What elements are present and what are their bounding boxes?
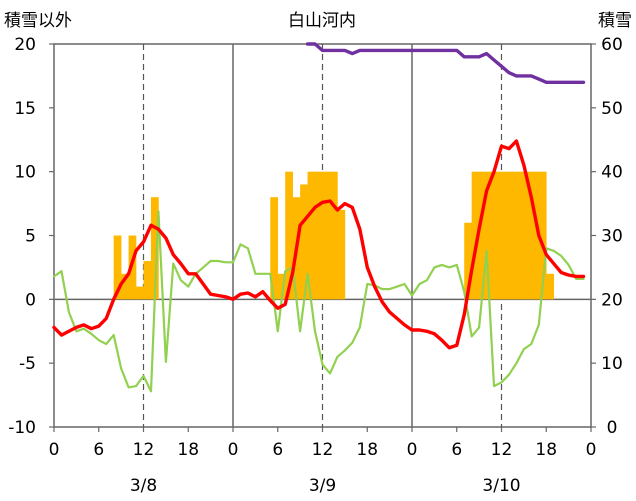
left-tick-label-5: -5 — [19, 354, 36, 374]
right-tick-label-1: 50 — [601, 99, 623, 119]
x-tick-label-5: 6 — [272, 440, 283, 460]
x-tick-label-7: 18 — [356, 440, 378, 460]
precip-bar-65 — [538, 171, 547, 300]
precip-bar-55 — [464, 222, 472, 300]
right-tick-label-4: 20 — [601, 290, 623, 310]
precip-bar-58 — [486, 171, 495, 300]
left-tick-label-2: 10 — [14, 163, 36, 183]
precip-bar-11 — [136, 286, 144, 300]
x-tick-labels: 0 6 12 18 0 6 12 18 0 6 12 18 0 — [49, 440, 597, 460]
precip-bar-35 — [315, 171, 323, 300]
x-tick-label-3: 18 — [177, 440, 199, 460]
series-lines — [52, 42, 586, 393]
precip-bar-63 — [523, 171, 532, 300]
right-tick-labels: 60 50 40 30 20 10 0 — [601, 35, 623, 438]
precip-bar-66 — [546, 273, 555, 300]
x-tick-label-9: 6 — [451, 440, 462, 460]
right-tick-label-5: 10 — [601, 354, 623, 374]
chart-title: 白山河内 — [288, 11, 356, 31]
precip-bar-8 — [113, 235, 122, 300]
precip-bar-13 — [150, 197, 159, 300]
x-tick-label-8: 0 — [407, 440, 418, 460]
precip-bar-34 — [307, 171, 316, 300]
temperature-line — [52, 139, 586, 350]
snow_depth-line — [305, 42, 586, 85]
precip-bar-64 — [531, 171, 540, 300]
precip-bar-59 — [494, 171, 502, 300]
x-tick-label-1: 6 — [93, 440, 104, 460]
precip-bar-31 — [285, 171, 293, 300]
left-tick-label-3: 5 — [25, 227, 36, 247]
precip-bar-30 — [277, 273, 286, 300]
x-tick-label-2: 12 — [133, 440, 155, 460]
right-tick-label-3: 30 — [601, 227, 623, 247]
right-tick-label-6: 0 — [607, 418, 618, 438]
left-tick-label-4: 0 — [25, 290, 36, 310]
precip-bar-36 — [322, 171, 331, 300]
precip-bar-9 — [121, 273, 129, 300]
precip-bar-12 — [143, 261, 152, 300]
x-tick-label-10: 12 — [491, 440, 513, 460]
precip-bar-10 — [128, 235, 137, 300]
left-tick-label-0: 20 — [14, 35, 36, 55]
right-tick-label-0: 60 — [601, 35, 623, 55]
left-tick-label-1: 15 — [14, 99, 36, 119]
right-axis-title: 積雪 — [598, 11, 632, 31]
x-tick-label-11: 18 — [535, 440, 557, 460]
x-tick-label-6: 12 — [312, 440, 334, 460]
right-tick-label-2: 40 — [601, 163, 623, 183]
date-labels: 3/8 3/9 3/10 — [130, 476, 521, 496]
x-tick-label-4: 0 — [228, 440, 239, 460]
precip-bar-29 — [270, 197, 279, 300]
precip-bar-33 — [300, 184, 308, 300]
x-tick-label-0: 0 — [49, 440, 60, 460]
left-tick-label-6: -10 — [8, 418, 36, 438]
precip-bar-56 — [471, 171, 480, 300]
wind-line — [52, 210, 585, 393]
precip-bar-38 — [337, 209, 346, 300]
x-tick-label-12: 0 — [586, 440, 597, 460]
precip-bar-37 — [329, 171, 338, 300]
date-label-2: 3/10 — [482, 476, 520, 496]
axis-ticks — [49, 43, 596, 432]
date-label-1: 3/9 — [309, 476, 336, 496]
left-tick-labels: 20 15 10 5 0 -5 -10 — [8, 35, 36, 438]
precip-bars — [113, 171, 555, 300]
precip-bar-60 — [501, 171, 510, 300]
left-axis-title: 積雪以外 — [4, 11, 72, 31]
precip-bar-62 — [516, 171, 525, 300]
date-label-0: 3/8 — [130, 476, 157, 496]
precip-bar-61 — [508, 171, 517, 300]
precip-bar-57 — [479, 171, 487, 300]
